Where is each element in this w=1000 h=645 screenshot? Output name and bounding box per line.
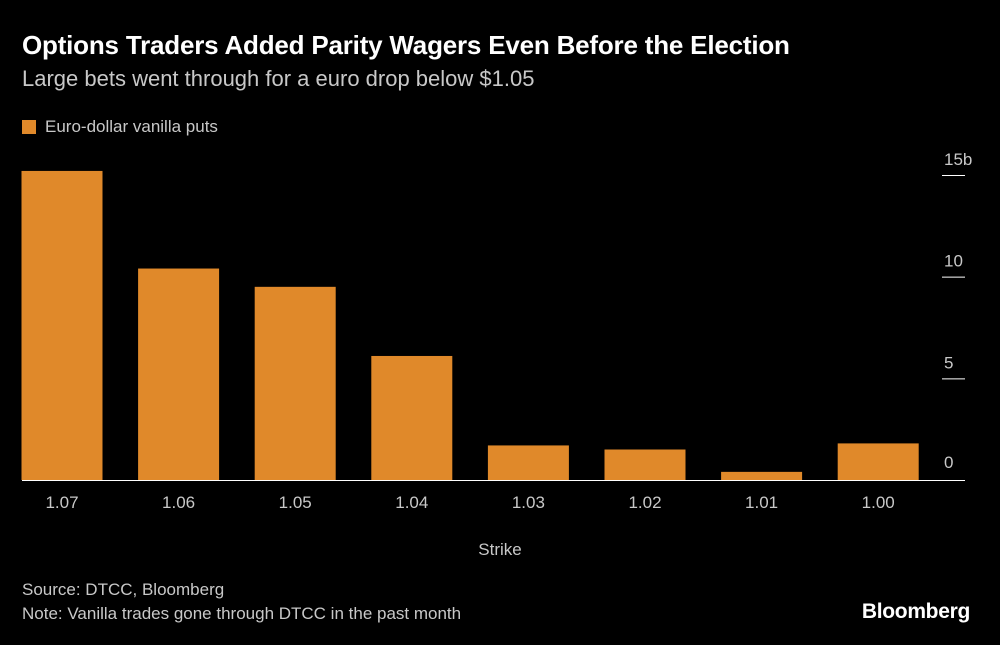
bar-1.00 bbox=[837, 443, 919, 480]
legend-label: Euro-dollar vanilla puts bbox=[45, 117, 218, 136]
bar-1.07 bbox=[21, 170, 103, 480]
footnote: Note: Vanilla trades gone through DTCC i… bbox=[22, 604, 462, 623]
x-tick-label: 1.05 bbox=[279, 493, 312, 512]
y-tick-label: 0 bbox=[944, 453, 953, 472]
x-tick-label: 1.06 bbox=[162, 493, 195, 512]
y-tick-label: 10 bbox=[944, 252, 963, 271]
x-tick-label: 1.03 bbox=[512, 493, 545, 512]
legend-swatch bbox=[22, 120, 36, 134]
bar-1.05 bbox=[254, 286, 336, 480]
chart-title: Options Traders Added Parity Wagers Even… bbox=[22, 30, 790, 60]
x-tick-label: 1.00 bbox=[862, 493, 895, 512]
bar-1.01 bbox=[721, 471, 803, 480]
x-tick-label: 1.07 bbox=[45, 493, 78, 512]
chart-subtitle: Large bets went through for a euro drop … bbox=[22, 66, 535, 91]
bar-1.06 bbox=[138, 268, 220, 480]
source-note: Source: DTCC, Bloomberg bbox=[22, 580, 225, 599]
bar-1.04 bbox=[371, 355, 453, 480]
y-tick-label: 5 bbox=[944, 353, 953, 372]
x-tick-label: 1.04 bbox=[395, 493, 428, 512]
bloomberg-logo: Bloomberg bbox=[861, 600, 970, 623]
legend: Euro-dollar vanilla puts bbox=[22, 117, 218, 137]
x-tick-label: 1.01 bbox=[745, 493, 778, 512]
bar-1.02 bbox=[604, 449, 686, 480]
y-tick-label: 15b bbox=[944, 150, 972, 169]
x-axis-label: Strike bbox=[478, 540, 521, 559]
bar-1.03 bbox=[487, 445, 569, 480]
x-tick-label: 1.02 bbox=[628, 493, 661, 512]
